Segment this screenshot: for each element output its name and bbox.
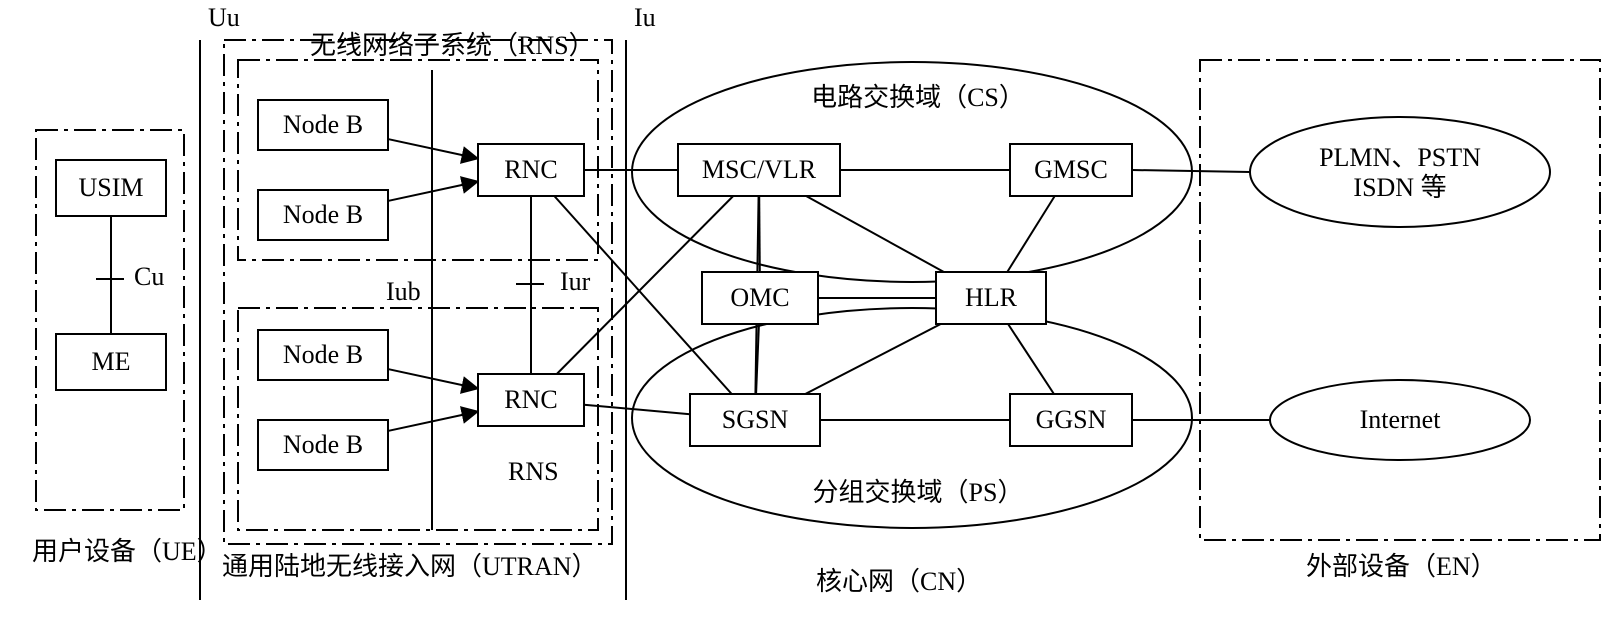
node-label-me: ME [92,347,131,376]
edge-rnc2-sgsn [584,405,690,414]
label-ps: 分组交换域（PS） [813,478,1024,507]
edge-mscvlr-hlr [806,196,944,272]
iface-label-uu: Uu [208,3,240,32]
node-label-omc: OMC [730,283,789,312]
label-plmn-1: PLMN、PSTN [1319,143,1481,172]
caption-ue: 用户设备（UE） [32,537,223,566]
frame-en [1200,60,1600,540]
node-label-rnc2: RNC [504,385,557,414]
node-label-ggsn: GGSN [1036,405,1107,434]
iface-label-cu: Cu [134,262,164,291]
node-label-mscvlr: MSC/VLR [702,155,817,184]
node-label-hlr: HLR [965,283,1018,312]
edge-omc-mscvlr [759,196,760,272]
node-label-nb2: Node B [283,200,363,229]
node-label-nb3: Node B [283,340,363,369]
title-rns2: RNS [508,457,559,486]
iface-label-iub: Iub [386,277,421,306]
node-label-nb4: Node B [283,430,363,459]
label-cs: 电路交换域（CS） [811,83,1025,112]
caption-utran: 通用陆地无线接入网（UTRAN） [222,552,598,581]
caption-en: 外部设备（EN） [1306,552,1497,581]
node-label-gmsc: GMSC [1034,155,1108,184]
iface-label-iur: Iur [560,267,591,296]
node-label-rnc1: RNC [504,155,557,184]
caption-cn: 核心网（CN） [816,567,982,596]
edge-hlr-gmsc [1007,196,1055,272]
iface-label-iu: Iu [634,3,656,32]
node-label-sgsn: SGSN [722,405,789,434]
node-label-nb1: Node B [283,110,363,139]
label-plmn-2: ISDN 等 [1353,173,1446,202]
node-label-usim: USIM [78,173,143,202]
umts-architecture-diagram: USIM ME Node B Node B Node B Node B RNC RNC MSC/… [0,0,1618,622]
title-rns1: 无线网络子系统（RNS） [310,31,595,60]
edge-sgsn-hlr [805,324,940,394]
label-internet: Internet [1360,405,1442,434]
edge-hlr-ggsn [1008,324,1054,394]
